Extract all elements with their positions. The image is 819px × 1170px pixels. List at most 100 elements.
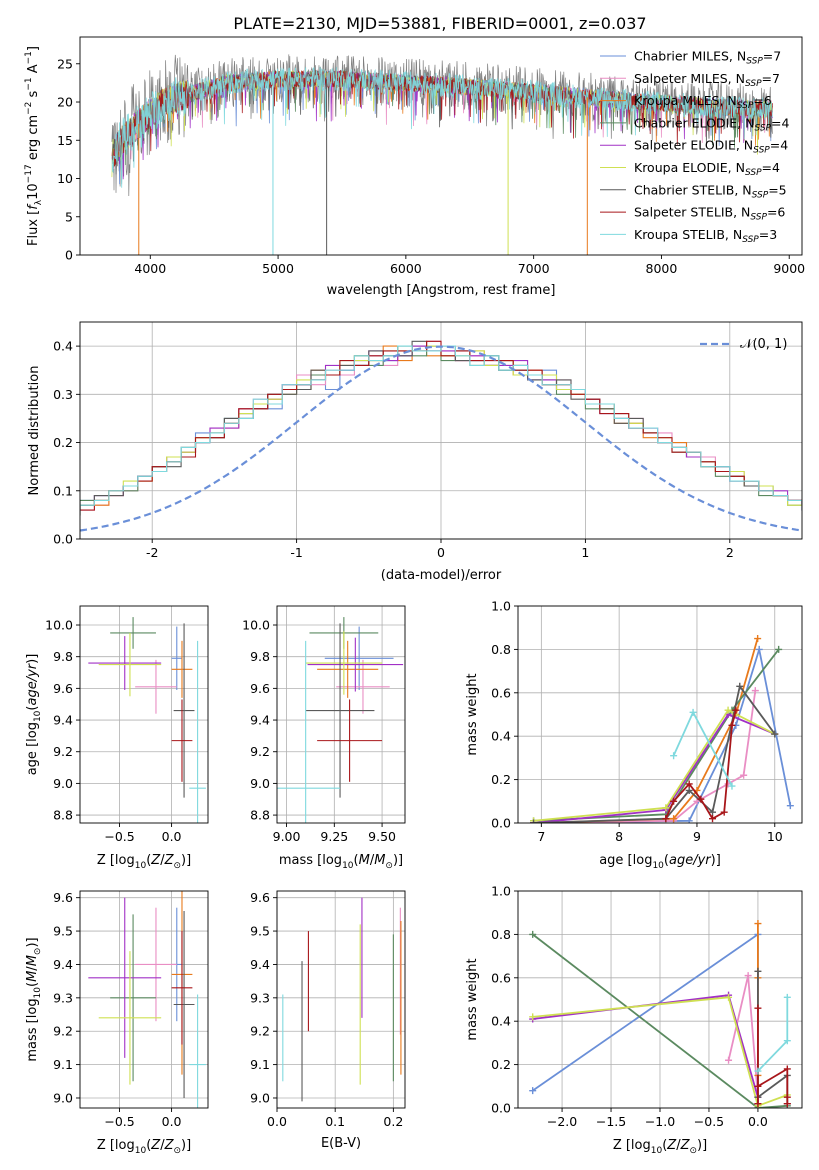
x-axis-label: Z [log10(Z/Z⊙)] (97, 853, 191, 871)
histogram-step (80, 345, 802, 516)
y-tick-label: 9.0 (53, 1090, 73, 1105)
axes-frame (276, 890, 406, 1109)
y-tick-label: 0.4 (53, 339, 73, 354)
weight-series-line (533, 709, 776, 822)
age-vs-mass-panel: 9.00 9.25 9.50 8.8 9.0 9.2 9.4 9.6 9.8 10.0 mass [… (242, 605, 406, 871)
x-axis-label: mass [log10(M/M⊙)] (279, 853, 403, 871)
x-tick-label: 6000 (390, 261, 422, 276)
y-tick-label: 9.6 (250, 890, 270, 905)
y-tick-label: 10.0 (45, 618, 73, 633)
y-tick-label: 10.0 (242, 618, 270, 633)
x-tick-label: 8000 (646, 261, 678, 276)
weight-point-marker (685, 780, 693, 788)
x-axis-label: Z [log10(Z/Z⊙)] (97, 1138, 191, 1156)
legend-label: 𝒩(0, 1) (740, 337, 787, 352)
weight-point-marker (670, 752, 678, 760)
x-tick-label: 9.00 (273, 829, 301, 844)
y-tick-label: 9.2 (250, 744, 270, 759)
age-vs-z-panel: −0.5 0.0 8.8 9.0 9.2 9.4 9.6 9.8 10.0 Z [log10(Z/… (25, 605, 209, 871)
y-tick-label: 0.6 (491, 970, 511, 985)
y-tick-label: 9.5 (250, 924, 270, 939)
weight-point-marker (771, 730, 779, 738)
weight-point-marker (775, 645, 783, 653)
y-tick-label: 0.6 (491, 685, 511, 700)
weight-point-marker (709, 815, 717, 823)
y-tick-label: 20 (57, 95, 73, 110)
legend-label: Salpeter STELIB, NSSP=6 (634, 205, 785, 223)
histogram-step (80, 340, 802, 511)
weight-point-marker (725, 1056, 733, 1064)
x-tick-label: 2 (726, 545, 734, 560)
y-tick-label: 10 (57, 171, 73, 186)
legend-label: Chabrier ELODIE, NSSP=4 (634, 115, 789, 133)
spectrum-lines (111, 54, 773, 255)
x-tick-label: 0.0 (162, 829, 182, 844)
error-bars (277, 617, 404, 823)
residual-legend: 𝒩(0, 1) (700, 337, 787, 352)
y-axis-label: mass weight (465, 673, 480, 755)
weight-point-marker (720, 808, 728, 816)
y-tick-label: 9.8 (53, 649, 73, 664)
weight-series-line (533, 713, 776, 823)
axes-frame (79, 890, 209, 1109)
weight-point-marker (685, 786, 693, 794)
error-bars (282, 897, 402, 1102)
y-tick-label: 9.3 (53, 990, 73, 1005)
weight-point-marker (725, 993, 733, 1001)
y-tick-label: 5 (65, 209, 73, 224)
x-tick-label: 1 (581, 545, 589, 560)
x-tick-label: −1.5 (596, 1114, 626, 1129)
y-tick-label: 0.2 (491, 772, 511, 787)
x-tick-label: −0.5 (104, 1114, 134, 1129)
weight-point-marker (689, 708, 697, 716)
weight-point-marker (783, 993, 791, 1001)
weight-point-marker (736, 682, 744, 690)
weight-lines (529, 920, 791, 1108)
axes-frame (79, 321, 803, 540)
y-tick-label: 9.2 (250, 1024, 270, 1039)
x-axis-label: age [log10(age/yr)] (599, 853, 721, 871)
histogram-step (80, 340, 802, 516)
weight-point-marker (662, 815, 670, 823)
legend-label: Kroupa ELODIE, NSSP=4 (634, 160, 780, 178)
histogram-step (80, 340, 802, 516)
weight-point-marker (754, 635, 762, 643)
y-tick-label: 15 (57, 133, 73, 148)
mass-vs-z-panel: −0.5 0.0 9.0 9.1 9.2 9.3 9.4 9.5 9.6 Z [log10(Z/Z… (25, 890, 209, 1156)
spectrum-legend: Chabrier MILES, NSSP=7 Salpeter MILES, NS… (600, 49, 789, 245)
y-tick-label: 9.5 (53, 924, 73, 939)
weight-series-line (533, 648, 780, 822)
x-tick-label: −0.5 (694, 1114, 724, 1129)
y-axis-label: mass weight (465, 958, 480, 1040)
weight-point-marker (529, 1013, 537, 1021)
weight-point-marker (670, 797, 678, 805)
y-axis-label: mass [log10(M/M⊙)] (25, 937, 43, 1061)
weight-point-marker (709, 808, 717, 816)
y-tick-label: 9.4 (53, 713, 73, 728)
y-tick-label: 0.8 (491, 642, 511, 657)
y-tick-label: 0.4 (491, 1014, 511, 1029)
weight-series-line (532, 933, 788, 1108)
x-tick-label: −0.5 (104, 829, 134, 844)
y-tick-label: 9.2 (53, 1024, 73, 1039)
y-tick-label: 0.2 (53, 435, 73, 450)
legend-label: Salpeter ELODIE, NSSP=4 (634, 138, 788, 156)
weight-point-marker (751, 687, 759, 695)
weight-series-line (533, 690, 757, 823)
x-axis-label: Z [log10(Z/Z⊙)] (613, 1138, 707, 1156)
weight-vs-age-panel: 7 8 9 10 0.0 0.2 0.4 0.6 0.8 1.0 age [log10(age/yr… (465, 599, 803, 871)
x-tick-label: 9 (693, 829, 701, 844)
axes-frame (517, 890, 803, 1109)
x-axis-label: wavelength [Angstrom, rest frame] (327, 283, 556, 298)
legend-label: Kroupa STELIB, NSSP=3 (634, 227, 777, 245)
weight-series-line (664, 709, 737, 820)
y-tick-label: 9.1 (53, 1057, 73, 1072)
y-tick-label: 8.8 (53, 808, 73, 823)
mass-vs-ebv-panel: 0.0 0.1 0.2 9.0 9.1 9.2 9.3 9.4 9.5 9.6 E(B-V) (250, 890, 406, 1151)
x-tick-label: 9.25 (320, 829, 348, 844)
legend-label: Kroupa MILES, NSSP=6 (634, 93, 772, 111)
y-tick-label: 9.0 (53, 776, 73, 791)
y-tick-label: 1.0 (491, 599, 511, 614)
y-tick-label: 9.0 (250, 1090, 270, 1105)
